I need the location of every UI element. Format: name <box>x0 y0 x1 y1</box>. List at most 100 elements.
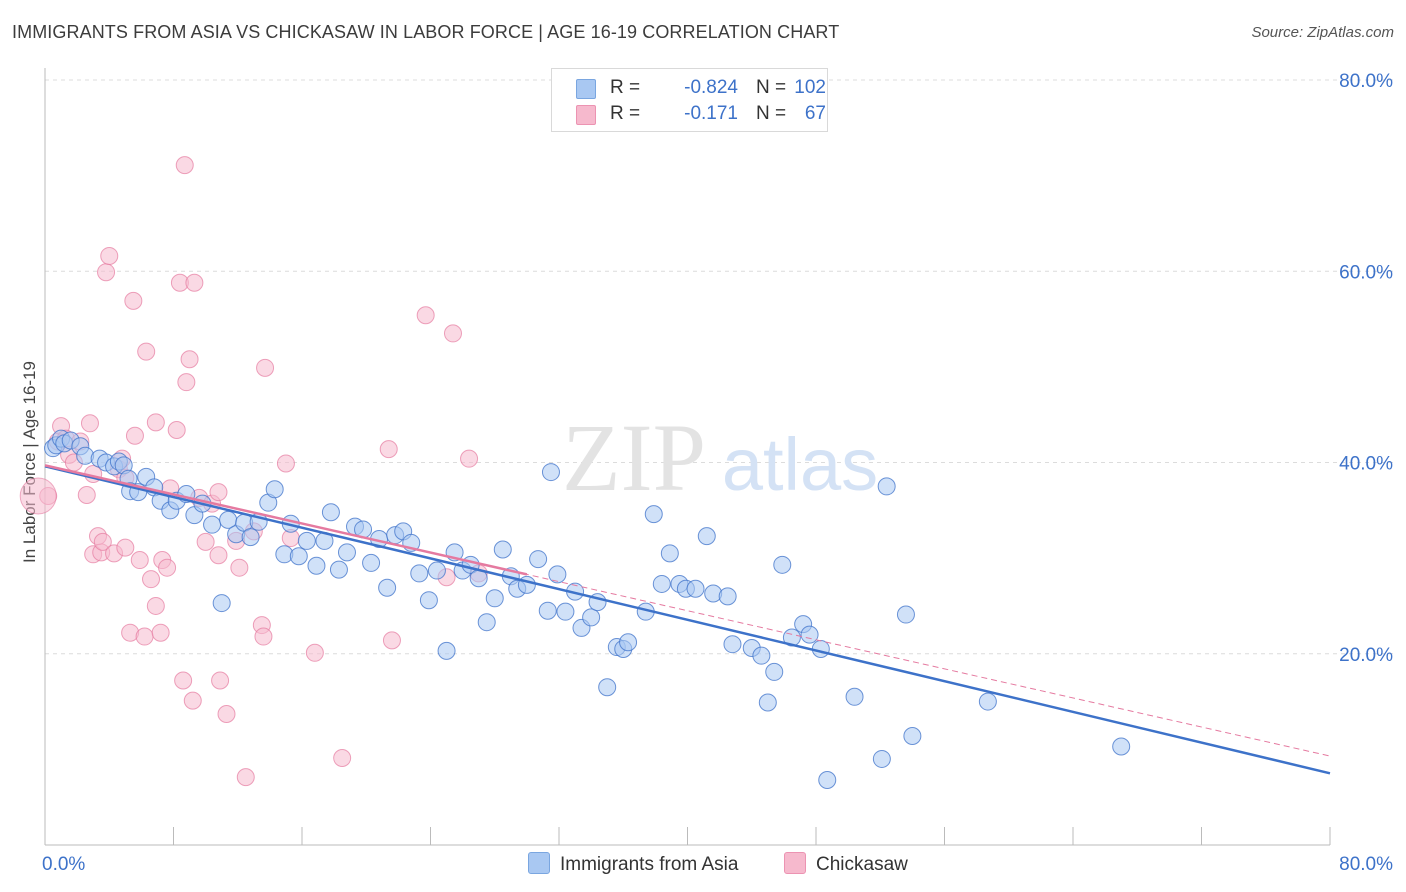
asia-point <box>660 544 679 563</box>
asia-point <box>265 480 284 499</box>
correlation-legend: R = -0.824 N = 102 R = -0.171 N = 67 <box>551 68 828 132</box>
chickasaw-trend-line <box>44 464 528 576</box>
chickasaw-point <box>236 768 255 787</box>
asia-point <box>538 601 557 620</box>
chickasaw-point <box>180 350 199 369</box>
asia-point <box>758 693 777 712</box>
trend-lines <box>44 464 1331 775</box>
chickasaw-point <box>379 440 398 459</box>
chickasaw-point-large <box>19 477 57 515</box>
legend-n-value: 102 <box>794 77 826 98</box>
chickasaw-point <box>158 558 177 577</box>
legend-n-label: N = <box>756 77 787 98</box>
asia-point <box>800 625 819 644</box>
chickasaw-point <box>333 748 352 767</box>
chickasaw-point <box>175 156 194 175</box>
legend-r-value: -0.171 <box>684 103 738 124</box>
x-tick-label: 0.0% <box>42 854 85 875</box>
chickasaw-point <box>116 538 135 557</box>
y-tick-label: 60.0% <box>1339 262 1393 283</box>
asia-point <box>582 608 601 627</box>
chickasaw-point <box>276 454 295 473</box>
asia-trend-line <box>44 465 1331 775</box>
asia-point <box>329 560 348 579</box>
chickasaw-point <box>151 623 170 642</box>
asia-point <box>297 531 316 550</box>
chart-source: Source: ZipAtlas.com <box>1251 24 1394 41</box>
chickasaw-point <box>209 483 228 502</box>
asia-point <box>321 503 340 522</box>
asia-point <box>419 591 438 610</box>
asia-point <box>718 587 737 606</box>
asia-point <box>619 633 638 652</box>
asia-point <box>1112 737 1131 756</box>
bottom-legend-swatch-asia <box>528 852 550 874</box>
asia-point <box>427 561 446 580</box>
asia-point <box>697 527 716 546</box>
chickasaw-point <box>135 627 154 646</box>
legend-n-label: N = <box>756 103 787 124</box>
chickasaw-point <box>177 373 196 392</box>
chickasaw-point <box>460 449 479 468</box>
asia-point <box>203 515 222 534</box>
asia-point <box>644 505 663 524</box>
chickasaw-point <box>305 643 324 662</box>
bottom-legend-label-chickasaw: Chickasaw <box>816 854 908 875</box>
chickasaw-point <box>146 596 165 615</box>
asia-point <box>548 565 567 584</box>
asia-point <box>410 564 429 583</box>
asia-point <box>529 550 548 569</box>
chickasaw-points <box>19 156 488 787</box>
chickasaw-point <box>125 426 144 445</box>
watermark-atlas: atlas <box>722 423 878 506</box>
chickasaw-point <box>209 546 228 565</box>
asia-point <box>903 726 922 745</box>
chickasaw-point <box>100 246 119 265</box>
asia-point <box>241 528 260 547</box>
chickasaw-point <box>124 291 143 310</box>
tick-labels: 20.0% 40.0% 60.0% 80.0% 0.0% 80.0% <box>42 71 1393 875</box>
chickasaw-point <box>137 342 156 361</box>
asia-point <box>485 589 504 608</box>
chickasaw-point <box>416 306 435 325</box>
asia-point <box>378 578 397 597</box>
chickasaw-point <box>254 627 273 646</box>
asia-point <box>307 556 326 575</box>
chickasaw-point <box>174 671 193 690</box>
asia-point <box>896 605 915 624</box>
y-tick-label: 80.0% <box>1339 71 1393 92</box>
asia-point <box>723 635 742 654</box>
chickasaw-point <box>167 420 186 439</box>
asia-point <box>477 613 496 632</box>
asia-point <box>978 692 997 711</box>
asia-point <box>541 463 560 482</box>
legend-r-label: R = <box>610 77 641 98</box>
legend-r-label: R = <box>610 103 641 124</box>
legend-r-value: -0.824 <box>684 77 738 98</box>
chart-title: IMMIGRANTS FROM ASIA VS CHICKASAW IN LAB… <box>12 22 840 42</box>
y-tick-label: 20.0% <box>1339 645 1393 666</box>
chickasaw-point <box>217 704 236 723</box>
chickasaw-point <box>185 273 204 292</box>
legend-swatch-chickasaw <box>576 105 596 125</box>
asia-point <box>337 543 356 562</box>
x-tick-label: 80.0% <box>1339 854 1393 875</box>
legend-n-value: 67 <box>804 103 826 124</box>
asia-point <box>845 687 864 706</box>
chickasaw-point <box>146 413 165 432</box>
chickasaw-point <box>93 532 112 551</box>
chickasaw-point <box>230 558 249 577</box>
axes <box>44 68 1331 846</box>
chickasaw-point <box>77 486 96 505</box>
asia-point <box>556 602 575 621</box>
watermark: ZIP atlas <box>562 404 878 511</box>
chickasaw-point <box>196 532 215 551</box>
chickasaw-point <box>211 671 230 690</box>
asia-point <box>212 594 231 613</box>
chickasaw-point <box>256 358 275 377</box>
asia-point <box>289 547 308 566</box>
asia-point <box>877 477 896 496</box>
watermark-zip: ZIP <box>562 404 706 511</box>
chickasaw-point <box>382 631 401 650</box>
